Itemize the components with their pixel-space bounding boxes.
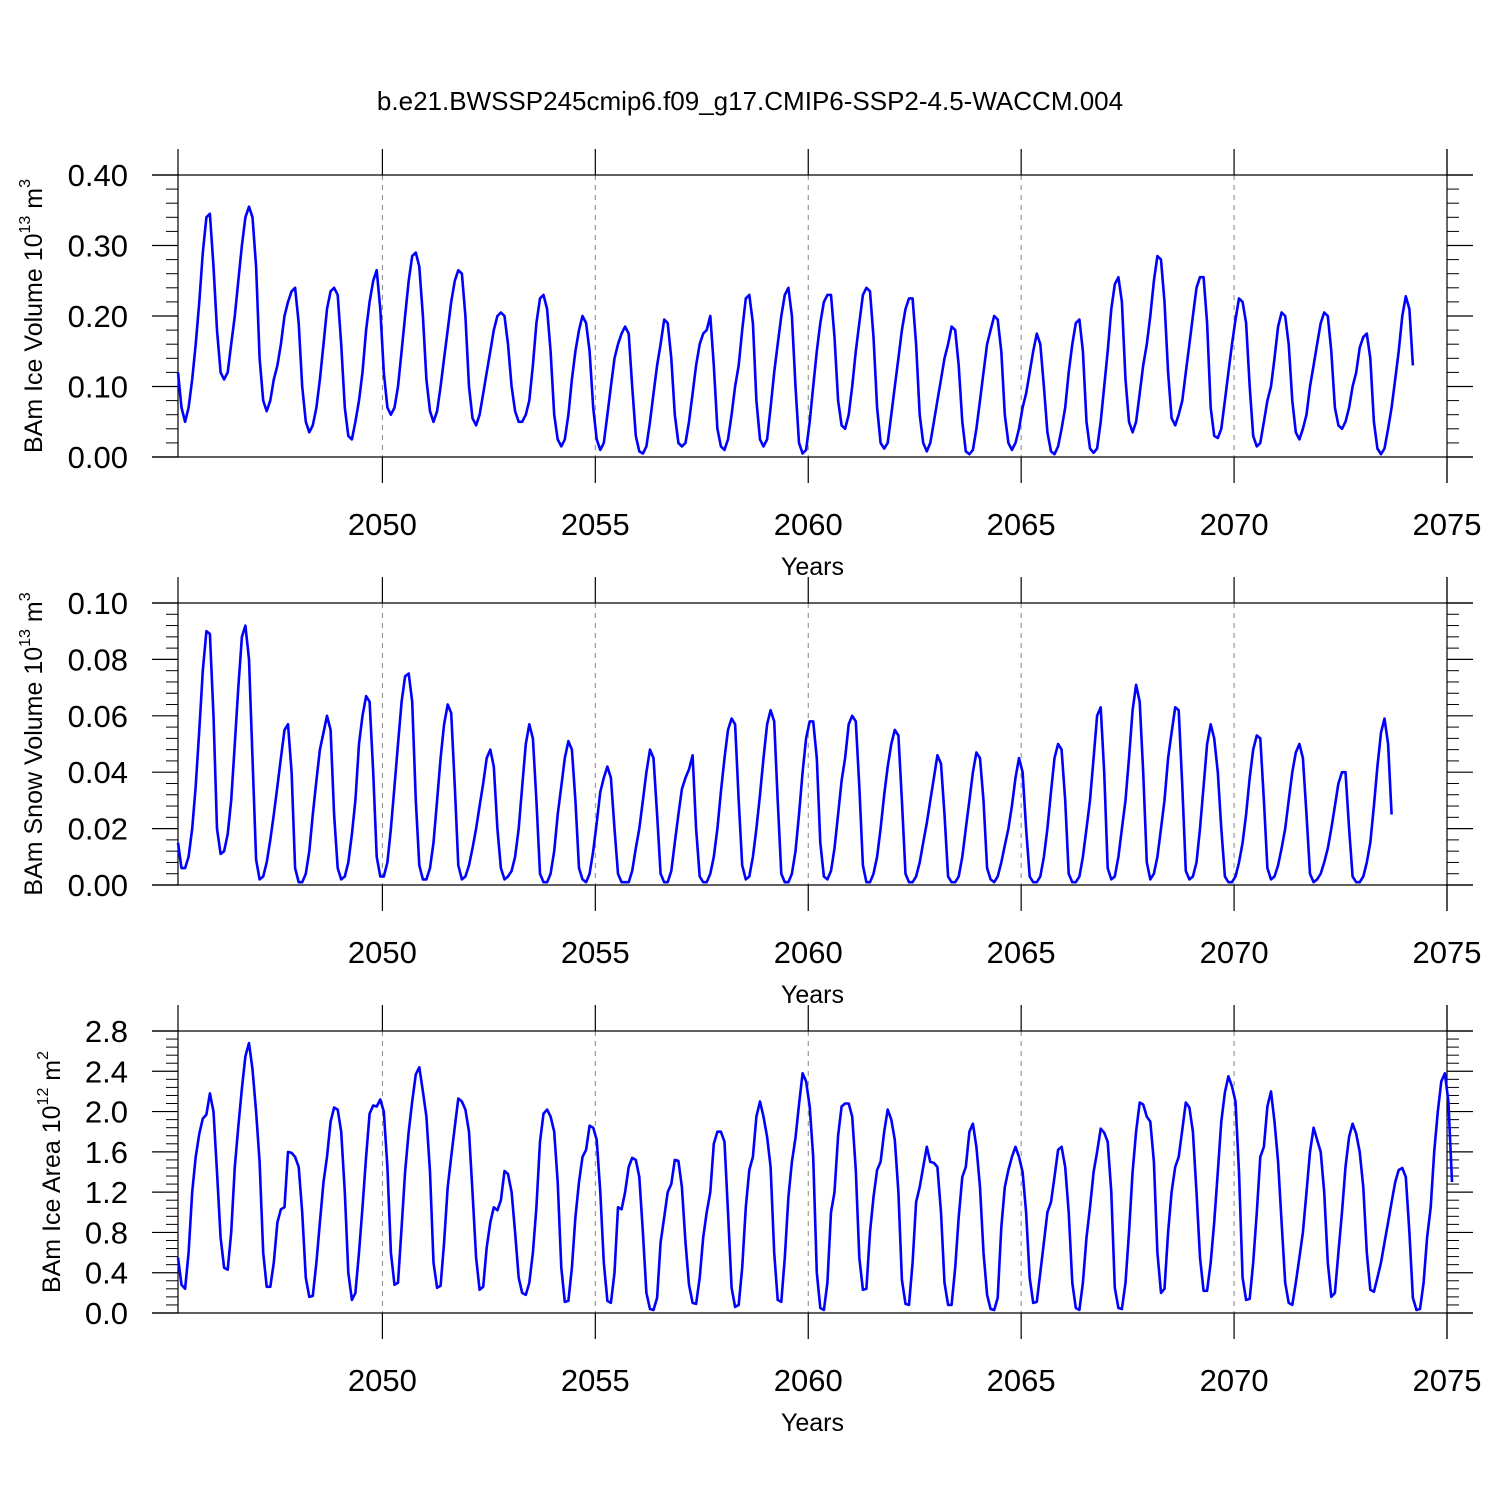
y-axis-label-unit: m (20, 601, 48, 629)
y-tick-label: 0.30 (68, 229, 128, 264)
y-axis-label: BAm Snow Volume 1013 m3 (17, 592, 48, 895)
chart-panel-3: 0.0 0.4 0.8 1.2 1.6 2.0 2.4 2.8 2050 2055 2060 2065… (35, 1005, 1481, 1437)
x-tick-label: 2050 (348, 935, 417, 970)
y-axis-label-unit-exponent: 2 (35, 1051, 52, 1060)
x-tick-label: 2065 (987, 1363, 1056, 1398)
y-tick-label: 0.40 (68, 158, 128, 193)
y-tick-label: 0.8 (85, 1215, 128, 1250)
y-axis-label-unit-exponent: 3 (17, 179, 34, 188)
y-tick-label: 0.04 (68, 755, 128, 790)
y-tick-label: 0.00 (68, 868, 128, 903)
y-tick-label: 0.10 (68, 370, 128, 405)
chart-panel-1: 0.00 0.10 0.20 0.30 0.40 2050 2055 2060 2065 2070… (17, 149, 1481, 581)
y-tick-label: 2.8 (85, 1014, 128, 1049)
y-tick-label: 2.0 (85, 1095, 128, 1130)
y-tick-label: 1.6 (85, 1135, 128, 1170)
chart-panel-2: 0.00 0.02 0.04 0.06 0.08 0.10 2050 2055 2060 2065… (17, 577, 1481, 1009)
series-line-3 (176, 1041, 1454, 1312)
x-tick-label: 2055 (561, 507, 630, 542)
y-axis-label-prefix: BAm Snow Volume 10 (20, 647, 48, 896)
x-tick-label: 2070 (1200, 507, 1269, 542)
y-tick-label: 1.2 (85, 1175, 128, 1210)
x-tick-label: 2050 (348, 1363, 417, 1398)
x-tick-label: 2050 (348, 507, 417, 542)
y-tick-label: 2.4 (85, 1054, 128, 1089)
x-tick-label: 2070 (1200, 935, 1269, 970)
y-axis-label: BAm Ice Area 1012 m2 (35, 1051, 66, 1293)
x-tick-label: 2075 (1413, 1363, 1482, 1398)
y-axis-label-unit-exponent: 3 (17, 592, 34, 601)
y-tick-label: 0.08 (68, 642, 128, 677)
y-tick-label: 0.00 (68, 440, 128, 475)
y-axis-label-exponent: 13 (17, 216, 34, 234)
x-tick-label: 2075 (1413, 935, 1482, 970)
y-tick-label: 0.06 (68, 699, 128, 734)
x-tick-label: 2065 (987, 507, 1056, 542)
x-tick-label: 2075 (1413, 507, 1482, 542)
x-tick-label: 2055 (561, 935, 630, 970)
y-axis-label-unit: m (38, 1060, 66, 1088)
figure-title: b.e21.BWSSP245cmip6.f09_g17.CMIP6-SSP2-4… (377, 86, 1123, 116)
series-line-2 (176, 624, 1393, 884)
x-axis-label: Years (781, 1409, 844, 1437)
y-tick-label: 0.02 (68, 812, 128, 847)
series-line-1 (176, 205, 1415, 456)
y-tick-label: 0.10 (68, 586, 128, 621)
x-tick-label: 2060 (774, 1363, 843, 1398)
x-axis-label: Years (781, 553, 844, 581)
y-axis-label: BAm Ice Volume 1013 m3 (17, 179, 48, 453)
x-tick-label: 2070 (1200, 1363, 1269, 1398)
y-tick-label: 0.0 (85, 1296, 128, 1331)
panels: 0.00 0.10 0.20 0.30 0.40 2050 2055 2060 2065 2070… (17, 149, 1481, 1437)
x-tick-label: 2065 (987, 935, 1056, 970)
y-tick-label: 0.20 (68, 299, 128, 334)
y-axis-label-exponent: 13 (17, 629, 34, 647)
y-axis-label-prefix: BAm Ice Volume 10 (20, 233, 48, 453)
y-tick-label: 0.4 (85, 1256, 128, 1291)
y-axis-label-prefix: BAm Ice Area 10 (38, 1105, 66, 1293)
x-tick-label: 2060 (774, 507, 843, 542)
y-axis-label-unit: m (20, 188, 48, 216)
x-tick-label: 2055 (561, 1363, 630, 1398)
x-axis-label: Years (781, 981, 844, 1009)
y-axis-label-exponent: 12 (35, 1088, 52, 1106)
x-tick-label: 2060 (774, 935, 843, 970)
